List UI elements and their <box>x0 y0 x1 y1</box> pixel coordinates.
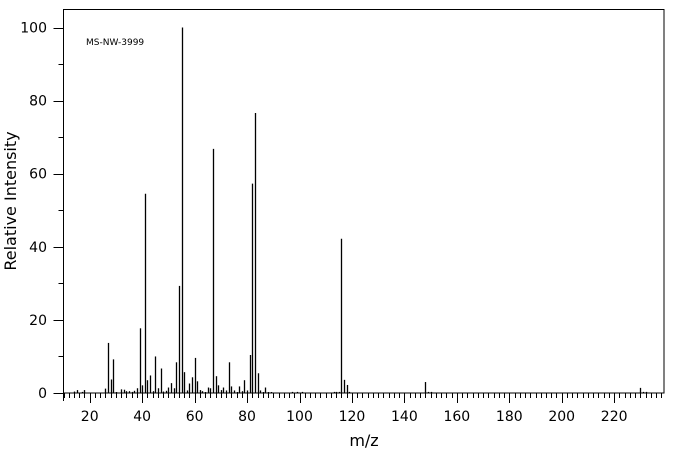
y-tick-label: 0 <box>38 386 47 402</box>
x-axis-label: m/z <box>349 431 378 450</box>
axis-ticks: 20 40 60 80 100 120 140 160 180 200 220 0 20 40 60 80 10… <box>20 21 662 425</box>
y-tick-label: 20 <box>29 313 47 329</box>
x-tick-label: 160 <box>443 409 470 425</box>
x-tick-label: 100 <box>286 409 313 425</box>
x-tick-label: 20 <box>81 409 99 425</box>
y-tick-label: 60 <box>29 167 47 183</box>
y-axis-label: Relative Intensity <box>1 131 20 270</box>
peaks <box>73 27 648 393</box>
x-tick-label: 220 <box>601 409 628 425</box>
x-tick-label: 60 <box>186 409 204 425</box>
plot-frame <box>63 9 665 394</box>
x-tick-label: 200 <box>548 409 575 425</box>
y-tick-label: 40 <box>29 240 47 256</box>
x-tick-label: 180 <box>496 409 523 425</box>
x-tick-label: 120 <box>339 409 366 425</box>
x-tick-label: 140 <box>391 409 418 425</box>
x-tick-label: 40 <box>133 409 151 425</box>
x-tick-label: 80 <box>238 409 256 425</box>
y-tick-label: 80 <box>29 94 47 110</box>
spectrum-id-annotation: MS-NW-3999 <box>86 38 144 48</box>
y-tick-label: 100 <box>20 21 47 37</box>
